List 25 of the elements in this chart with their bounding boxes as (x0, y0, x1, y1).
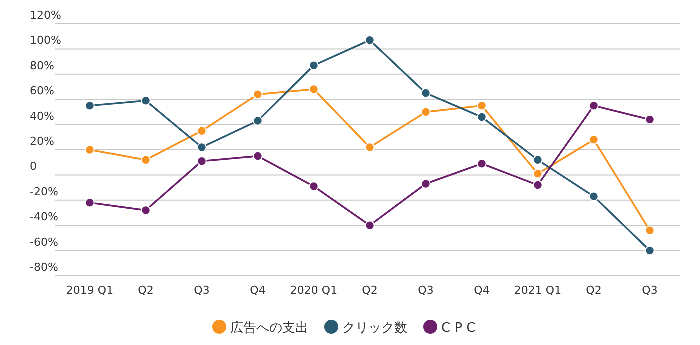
legend-label: C P C (442, 321, 476, 336)
y-tick-label: -20% (30, 185, 58, 198)
y-tick-label: -80% (30, 261, 58, 274)
y-tick-label: -40% (30, 210, 58, 224)
y-tick-label: 0 (30, 160, 37, 174)
x-tick-label: Q4 (250, 284, 266, 297)
x-tick-label: 2019 Q1 (66, 284, 114, 297)
x-tick-label: Q2 (362, 284, 378, 297)
x-tick-label: Q3 (194, 284, 210, 297)
x-tick-label: Q3 (418, 284, 434, 297)
legend-label: 広告への支出 (230, 320, 308, 336)
x-tick-label: Q2 (586, 284, 602, 297)
y-tick-label: 20% (30, 135, 54, 148)
x-tick-label: 2020 Q1 (290, 284, 338, 297)
x-tick-label: 2021 Q1 (514, 284, 562, 297)
y-tick-label: 120% (30, 9, 62, 22)
y-tick-label: 60% (30, 84, 54, 98)
x-tick-label: Q3 (642, 284, 658, 297)
y-tick-label: 100% (30, 34, 62, 48)
x-tick-label: Q4 (474, 284, 490, 297)
y-tick-label: 80% (30, 59, 54, 72)
x-tick-label: Q2 (138, 284, 154, 297)
y-tick-label: 40% (30, 110, 54, 123)
legend-label: クリック数 (342, 321, 408, 336)
y-tick-label: -60% (30, 236, 58, 249)
